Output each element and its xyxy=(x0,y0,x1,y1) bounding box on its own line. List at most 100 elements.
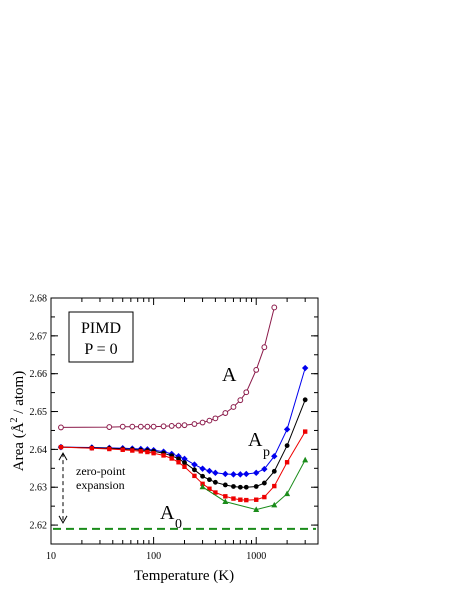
series-3-point xyxy=(107,446,112,452)
series-3-point xyxy=(89,446,95,451)
series-3-point xyxy=(207,486,212,491)
series-3-point xyxy=(244,497,249,503)
label-A0: A 0 xyxy=(160,502,182,532)
series-1-point xyxy=(222,470,229,478)
series-0-point xyxy=(168,423,175,429)
label-A: A xyxy=(222,364,237,386)
label-Ap-main: A xyxy=(248,429,263,451)
y-axis-title-superscript: 2 xyxy=(9,417,20,422)
series-0-point xyxy=(271,304,278,311)
series-line-0 xyxy=(60,307,275,428)
series-2-point xyxy=(231,484,236,489)
zero-point-label-2: expansion xyxy=(76,478,125,492)
series-2-point xyxy=(302,397,308,403)
label-A0-main: A xyxy=(160,502,175,524)
x-axis-title: Temperature (K) xyxy=(134,568,234,584)
series-3-point xyxy=(138,449,143,454)
y-axis-title-unit: Å xyxy=(11,422,27,433)
series-2-point xyxy=(243,484,249,490)
y-axis-title-suffix: / atom) xyxy=(11,371,27,418)
legend-box xyxy=(68,311,134,363)
series-1-point xyxy=(191,461,198,468)
series-2-point xyxy=(284,443,290,448)
series-3-point xyxy=(58,444,64,450)
series-2-point xyxy=(237,484,243,490)
series-1-point xyxy=(253,469,260,477)
y-axis-title-prefix: Area ( xyxy=(11,433,27,471)
series-1-point xyxy=(237,471,244,478)
series-0-point xyxy=(181,422,188,429)
zero-point-label-1: zero-point xyxy=(76,464,126,478)
zero-point-arrow-head-down xyxy=(58,515,68,524)
series-0-point xyxy=(150,423,157,430)
series-1-point xyxy=(230,471,237,478)
series-0-point xyxy=(230,404,237,410)
y-tick-label: 2.68 xyxy=(30,294,48,305)
series-3-point xyxy=(130,448,135,453)
series-3-point xyxy=(182,464,187,469)
series-0-point xyxy=(222,410,229,416)
series-3-point xyxy=(145,449,150,455)
series-1-point xyxy=(212,469,219,477)
series-0-point xyxy=(106,424,113,430)
series-3-point xyxy=(223,494,228,499)
series-3-point xyxy=(169,456,174,461)
series-2-point xyxy=(182,460,187,466)
series-3-point xyxy=(213,490,218,495)
series-3-point xyxy=(302,429,308,434)
series-4-point xyxy=(222,498,229,505)
y-tick-label: 2.62 xyxy=(30,521,48,532)
series-0-point xyxy=(199,419,206,426)
label-Ap: A p xyxy=(248,429,270,460)
series-4-point xyxy=(271,501,278,508)
series-2-point xyxy=(271,468,277,474)
series-0-point xyxy=(212,415,219,422)
legend-line-2: P = 0 xyxy=(84,341,117,358)
series-4-point xyxy=(284,490,291,497)
series-0-point xyxy=(160,423,167,430)
series-2-point xyxy=(192,467,197,473)
series-0-point xyxy=(191,421,198,427)
series-1-point xyxy=(206,467,213,475)
y-tick-label: 2.66 xyxy=(30,369,48,380)
series-2-point xyxy=(222,482,228,488)
series-2-point xyxy=(212,479,218,485)
series-0-point xyxy=(119,423,126,430)
y-axis-title: Area (Å2 / atom) xyxy=(9,371,27,471)
series-2-point xyxy=(200,473,205,479)
series-0-point xyxy=(237,397,244,404)
series-0-point xyxy=(206,417,213,424)
series-3-point xyxy=(254,497,259,502)
series-0-point xyxy=(144,423,151,430)
series-3-point xyxy=(120,447,125,452)
series-0-point xyxy=(58,424,64,431)
x-tick-label: 10 xyxy=(46,551,56,562)
series-3-point xyxy=(231,496,236,501)
series-1-point xyxy=(243,470,250,478)
y-tick-label: 2.65 xyxy=(30,407,48,418)
y-tick-label: 2.63 xyxy=(30,483,48,494)
series-3-point xyxy=(272,483,277,489)
y-tick-label: 2.67 xyxy=(30,331,48,342)
series-1-point xyxy=(181,455,188,463)
series-0-point xyxy=(137,423,144,430)
series-4-point xyxy=(253,506,260,512)
legend-line-1: PIMD xyxy=(81,320,121,337)
series-4-point xyxy=(199,483,206,490)
series-line-4 xyxy=(202,459,306,511)
series-0-point xyxy=(243,389,250,396)
series-0-point xyxy=(253,367,260,373)
series-3-point xyxy=(284,460,290,465)
series-3-point xyxy=(161,453,166,458)
series-2-point xyxy=(253,484,259,489)
series-1-point xyxy=(283,426,291,433)
series-3-point xyxy=(238,497,243,502)
series-1-point xyxy=(199,465,206,472)
series-4-point xyxy=(302,456,309,463)
zero-point-arrow-head-up xyxy=(58,452,68,461)
series-2-point xyxy=(207,477,212,483)
label-Ap-sub: p xyxy=(263,445,270,460)
series-2-point xyxy=(261,480,267,486)
series-0-point xyxy=(129,423,136,430)
